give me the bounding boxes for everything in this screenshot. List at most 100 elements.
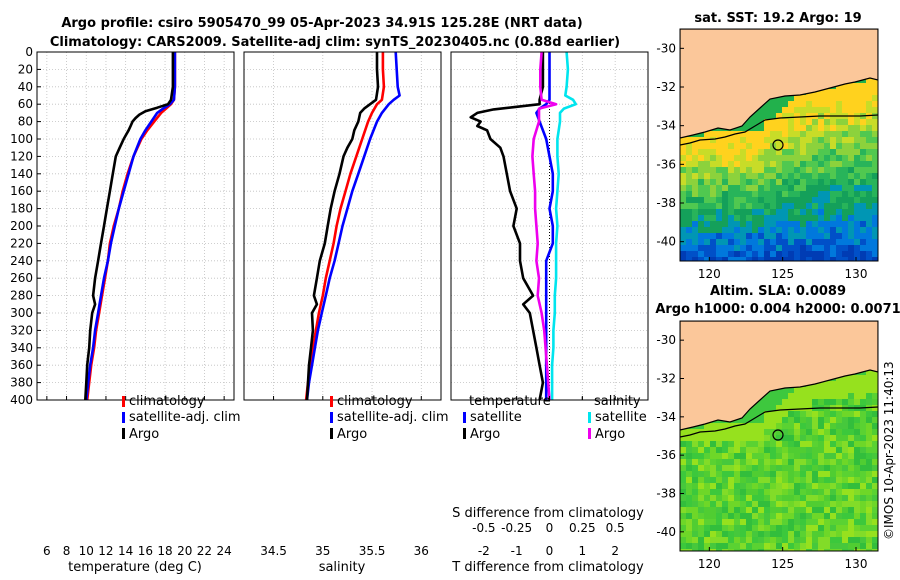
legend-label-temperature-argo: Argo <box>470 427 500 442</box>
map-cell <box>692 215 698 221</box>
y-tick-label: 280 <box>10 289 33 303</box>
map-cell <box>818 459 824 465</box>
map-cell <box>854 203 860 209</box>
map-cell <box>848 465 854 471</box>
map-cell <box>686 215 692 221</box>
map-cell <box>764 447 770 453</box>
map-cell <box>680 435 686 441</box>
map-cell <box>704 245 710 251</box>
y-tick-label: 380 <box>10 376 33 390</box>
legend-swatch-salinity-argo <box>588 428 591 439</box>
map-cell <box>740 471 746 477</box>
map-cell <box>704 471 710 477</box>
map-cell <box>848 203 854 209</box>
map-cell <box>806 417 812 423</box>
x-tick-label: 0 <box>546 544 554 558</box>
map-cell <box>692 459 698 465</box>
map-cell <box>866 411 872 417</box>
map-cell <box>848 513 854 519</box>
x2-tick-label: -0.25 <box>501 521 532 535</box>
map-cell <box>746 513 752 519</box>
map-cell <box>722 513 728 519</box>
map-cell <box>818 239 824 245</box>
map-cell <box>860 501 866 507</box>
map-cell <box>764 453 770 459</box>
map-cell <box>698 149 704 155</box>
map-cell <box>770 155 776 161</box>
legend-title-temperature: temperature <box>469 394 551 409</box>
map-cell <box>824 447 830 453</box>
map-cell <box>746 483 752 489</box>
map-cell <box>776 417 782 423</box>
map-cell <box>734 525 740 531</box>
map-cell <box>770 137 776 143</box>
map-cell <box>824 459 830 465</box>
map-cell <box>758 143 764 149</box>
map-cell <box>698 543 704 549</box>
map-cell <box>782 447 788 453</box>
map-cell <box>758 495 764 501</box>
map-cell <box>860 465 866 471</box>
map-cell <box>776 197 782 203</box>
legend-swatch-climatology <box>122 396 125 407</box>
map-cell <box>770 245 776 251</box>
map-cell <box>854 423 860 429</box>
map-cell <box>680 221 686 227</box>
map-cell <box>740 203 746 209</box>
map-cell <box>872 83 878 89</box>
map-cell <box>860 167 866 173</box>
imos-credit: ©IMOS 10-Apr-2023 11:40:13 <box>882 361 896 540</box>
map-cell <box>764 149 770 155</box>
map-cell <box>806 191 812 197</box>
s-difference-x-label: S difference from climatology <box>452 506 644 521</box>
map-cell <box>752 525 758 531</box>
map-cell <box>848 411 854 417</box>
map-cell <box>860 537 866 543</box>
map-cell <box>788 143 794 149</box>
map-cell <box>758 161 764 167</box>
map-cell <box>710 197 716 203</box>
map-cell <box>752 251 758 257</box>
map-cell <box>782 179 788 185</box>
map-cell <box>800 251 806 257</box>
map-cell <box>770 501 776 507</box>
map-cell <box>806 447 812 453</box>
map-cell <box>764 203 770 209</box>
y-tick-label: 240 <box>10 254 33 268</box>
map-cell <box>860 179 866 185</box>
map-cell <box>800 495 806 501</box>
map-cell <box>740 489 746 495</box>
map-cell <box>758 155 764 161</box>
map-cell <box>794 501 800 507</box>
map-cell <box>830 453 836 459</box>
map-cell <box>830 155 836 161</box>
map-cell <box>788 495 794 501</box>
map-cell <box>830 381 836 387</box>
map-cell <box>788 233 794 239</box>
map-cell <box>752 501 758 507</box>
map-cell <box>764 179 770 185</box>
map-cell <box>692 245 698 251</box>
map-cell <box>854 381 860 387</box>
map-cell <box>680 507 686 513</box>
map-cell <box>860 173 866 179</box>
map-cell <box>692 513 698 519</box>
map-cell <box>818 149 824 155</box>
map-cell <box>824 143 830 149</box>
map-cell <box>746 221 752 227</box>
map-cell <box>710 537 716 543</box>
map-cell <box>830 519 836 525</box>
map-cell <box>830 179 836 185</box>
map-cell <box>722 173 728 179</box>
map-cell <box>758 459 764 465</box>
map-cell <box>764 483 770 489</box>
map-cell <box>728 525 734 531</box>
y-tick-label: 40 <box>18 80 33 94</box>
map-cell <box>824 543 830 549</box>
map-cell <box>842 221 848 227</box>
legend-swatch-temperature-satellite <box>463 412 466 423</box>
x2-tick-label: 0.5 <box>606 521 625 535</box>
map-cell <box>680 429 686 435</box>
map-cell <box>746 435 752 441</box>
